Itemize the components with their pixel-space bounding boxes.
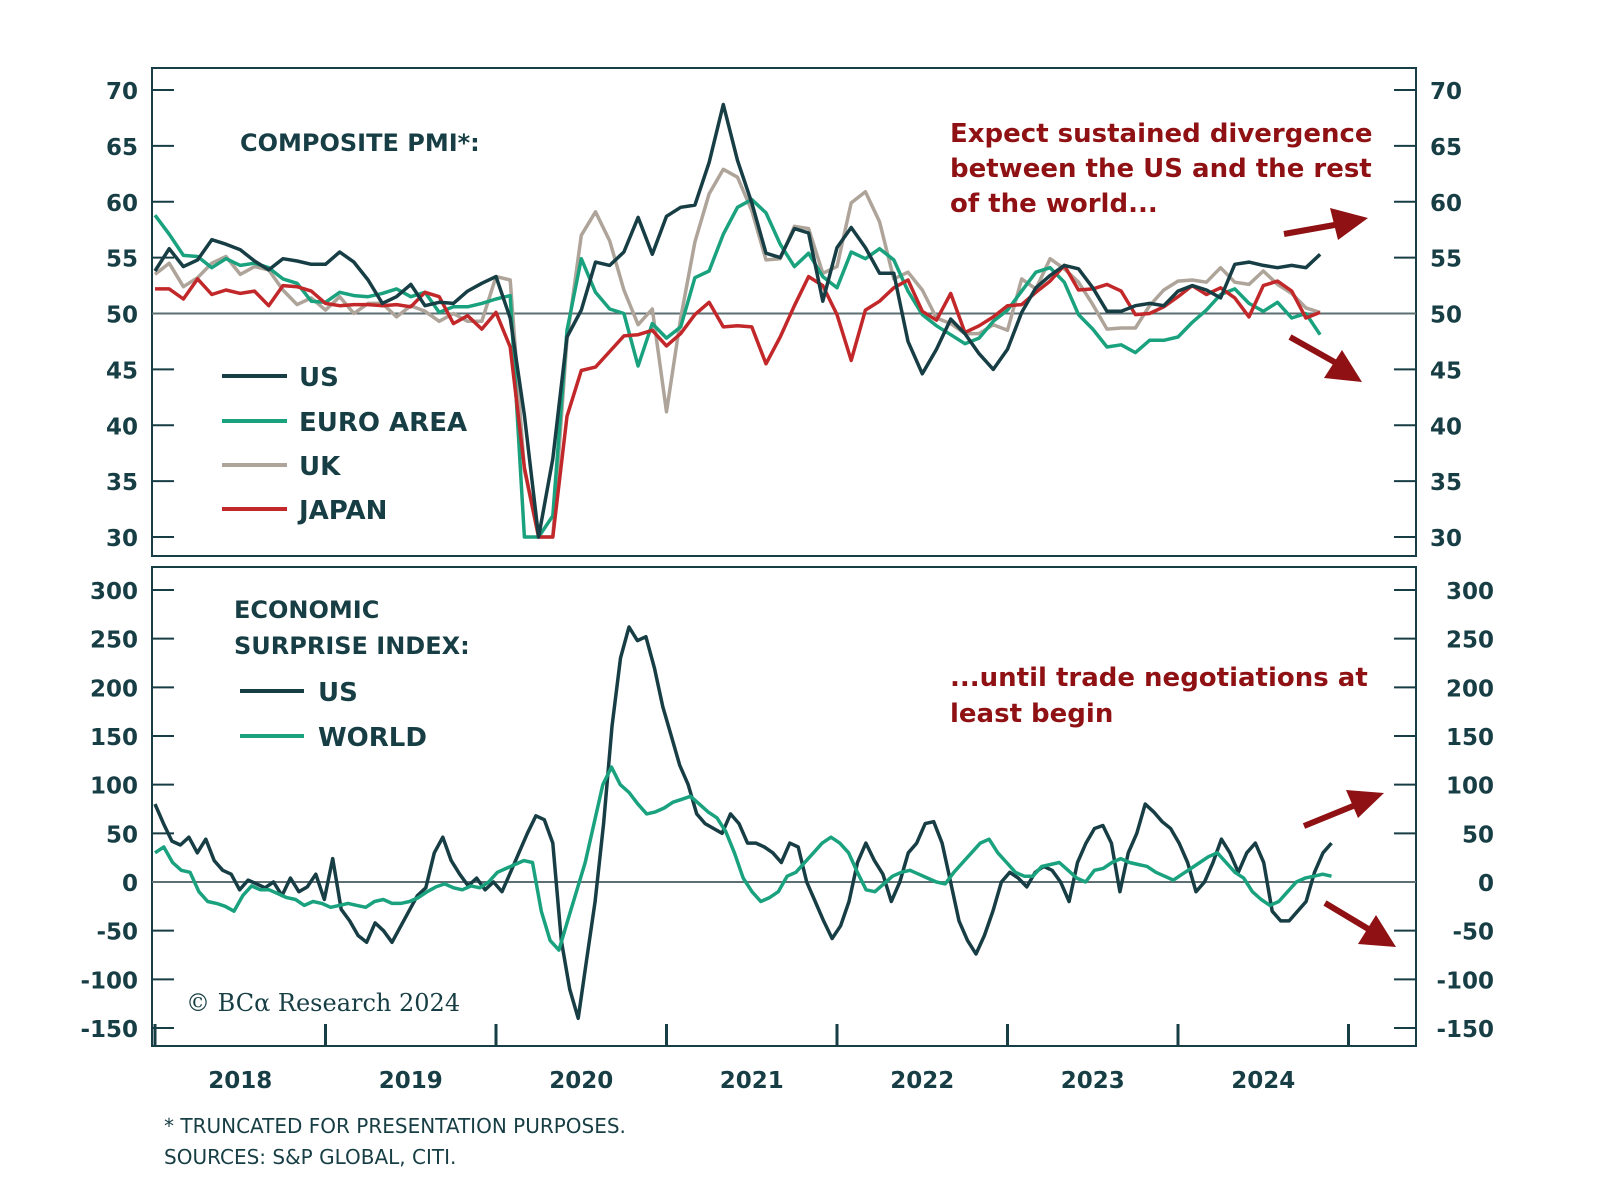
pmi-left-tick-label: 45 <box>106 358 138 384</box>
footnote-truncated: * TRUNCATED FOR PRESENTATION PURPOSES. <box>164 1114 626 1138</box>
pmi-left-tick-label: 70 <box>106 79 138 105</box>
pmi-left-tick-label: 40 <box>106 414 138 440</box>
pmi-annotation: Expect sustained divergence between the … <box>950 119 1373 219</box>
esi-panel-title-line-2: SURPRISE INDEX: <box>234 632 470 660</box>
pmi-up-arrow-icon <box>1283 208 1368 240</box>
esi-right-tick-label: 100 <box>1446 774 1494 800</box>
x-axis-label-2023: 2023 <box>1061 1068 1125 1094</box>
pmi-legend: US EURO AREA UK JAPAN <box>222 363 467 526</box>
copyright-label: © BCα Research 2024 <box>186 989 460 1017</box>
esi-annotation-line-1: ...until trade negotiations at <box>950 663 1368 693</box>
esi-annotation: ...until trade negotiations at least beg… <box>950 663 1368 729</box>
pmi-annotation-line-1: Expect sustained divergence <box>950 119 1373 149</box>
x-axis-ticks <box>153 1024 1350 1046</box>
esi-panel-title-line-1: ECONOMIC <box>234 596 379 624</box>
esi-right-tick-label: 250 <box>1446 628 1494 654</box>
esi-left-tick-label: 50 <box>106 822 138 848</box>
x-axis-labels: 2018 2019 2020 2021 2022 2023 2024 <box>208 1068 1295 1094</box>
legend-label-uk: UK <box>299 452 341 482</box>
pmi-panel-title: COMPOSITE PMI*: <box>240 129 480 157</box>
legend-label-euro-area: EURO AREA <box>299 408 467 438</box>
esi-left-tick-label: -50 <box>96 920 138 946</box>
legend-label-japan: JAPAN <box>297 496 387 526</box>
esi-left-tick-label: -100 <box>80 968 138 994</box>
esi-series-us <box>153 625 1333 1021</box>
esi-left-tick-label: 150 <box>90 725 138 751</box>
pmi-left-tick-label: 55 <box>106 247 138 273</box>
pmi-series-uk <box>153 167 1321 539</box>
x-axis-label-2021: 2021 <box>720 1068 784 1094</box>
pmi-annotation-line-3: of the world... <box>950 189 1158 219</box>
esi-right-tick-label: 50 <box>1462 822 1494 848</box>
pmi-left-tick-label: 65 <box>106 135 138 161</box>
esi-legend: US WORLD <box>240 678 427 753</box>
pmi-right-tick-label: 35 <box>1430 470 1462 496</box>
x-axis-label-2020: 2020 <box>549 1068 613 1094</box>
pmi-series-us <box>153 102 1322 539</box>
x-axis-label-2018: 2018 <box>208 1068 272 1094</box>
pmi-left-tick-label: 60 <box>106 191 138 217</box>
esi-up-arrow-icon <box>1302 790 1384 829</box>
esi-right-tick-label: 0 <box>1478 871 1494 897</box>
legend-label-esi-world: WORLD <box>318 723 427 753</box>
legend-label-us: US <box>299 363 339 393</box>
x-axis-label-2022: 2022 <box>890 1068 954 1094</box>
pmi-left-tick-label: 30 <box>106 526 138 552</box>
pmi-down-arrow-icon <box>1288 334 1362 382</box>
esi-panel-frame <box>151 566 1417 1047</box>
pmi-panel-frame <box>151 67 1417 557</box>
pmi-left-tick-label: 50 <box>106 303 138 329</box>
pmi-right-tick-label: 55 <box>1430 247 1462 273</box>
esi-left-tick-label: -150 <box>80 1017 138 1043</box>
pmi-right-tick-label: 50 <box>1430 303 1462 329</box>
pmi-series-japan <box>155 263 1321 539</box>
pmi-right-tick-label: 70 <box>1430 79 1462 105</box>
esi-right-tick-label: 200 <box>1446 676 1494 702</box>
esi-right-tick-label: -50 <box>1452 920 1494 946</box>
pmi-left-tick-label: 35 <box>106 470 138 496</box>
esi-left-tick-label: 300 <box>90 579 138 605</box>
legend-label-esi-us: US <box>318 678 358 708</box>
esi-left-tick-label: 250 <box>90 628 138 654</box>
esi-left-tick-label: 0 <box>122 871 138 897</box>
esi-right-tick-label: -100 <box>1436 968 1494 994</box>
esi-y-ticks: 300 300 250 250 200 200 150 150 100 100 50 50 0 0 -50 -… <box>80 579 1494 1043</box>
esi-annotation-line-2: least begin <box>950 699 1113 729</box>
pmi-right-tick-label: 60 <box>1430 191 1462 217</box>
pmi-annotation-line-2: between the US and the rest <box>950 154 1372 184</box>
esi-right-tick-label: 300 <box>1446 579 1494 605</box>
esi-right-tick-label: 150 <box>1446 725 1494 751</box>
x-axis-label-2024: 2024 <box>1231 1068 1295 1094</box>
pmi-right-tick-label: 65 <box>1430 135 1462 161</box>
pmi-right-tick-label: 30 <box>1430 526 1462 552</box>
esi-down-arrow-icon <box>1323 900 1396 947</box>
x-axis-label-2019: 2019 <box>379 1068 443 1094</box>
esi-left-tick-label: 200 <box>90 676 138 702</box>
esi-left-tick-label: 100 <box>90 774 138 800</box>
pmi-y-ticks: 70 70 65 65 60 60 55 55 50 50 45 45 40 40 35 35 30 30 <box>106 79 1462 552</box>
pmi-series-euro-area <box>153 197 1322 539</box>
esi-right-tick-label: -150 <box>1436 1017 1494 1043</box>
pmi-series-group <box>153 102 1322 539</box>
footnote-sources: SOURCES: S&P GLOBAL, CITI. <box>164 1145 456 1169</box>
esi-series-world <box>154 765 1332 952</box>
pmi-right-tick-label: 40 <box>1430 414 1462 440</box>
pmi-right-tick-label: 45 <box>1430 358 1462 384</box>
esi-series-group <box>153 625 1333 1021</box>
